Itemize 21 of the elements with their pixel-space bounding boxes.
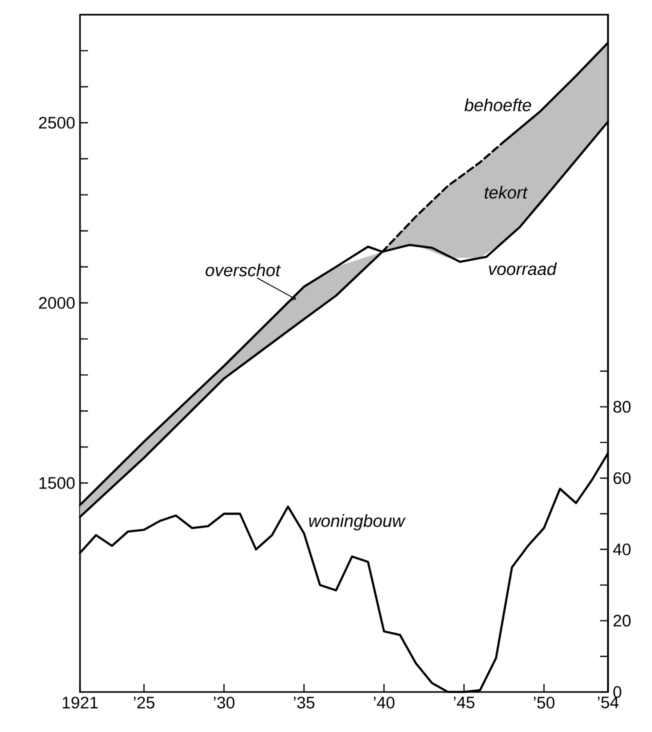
y2-tick-label: 80 [613, 400, 631, 413]
y2-tick-label: 60 [614, 472, 631, 484]
series-label: behoefte [464, 98, 532, 112]
x-tick-label: ’50 [534, 696, 554, 709]
y-tick-label: 2500 [39, 116, 75, 129]
y2-tick-label: 40 [613, 544, 631, 556]
y2-tick-label: 20 [614, 614, 631, 627]
y-tick-label: 1500 [39, 477, 75, 489]
series-label: woningbouw [309, 514, 406, 530]
y-tick-label: 2000 [39, 297, 75, 309]
x-tick-label: ’35 [294, 696, 314, 709]
x-tick-label: ’25 [134, 696, 154, 709]
series-label: voorraad [488, 262, 557, 276]
x-tick-label: 1921 [62, 696, 98, 709]
annotation: overschot [206, 264, 281, 276]
x-tick-label: ’40 [374, 696, 394, 709]
x-tick-label: ’54 [598, 696, 619, 708]
annotation: tekort [484, 186, 528, 199]
y2-tick-label: 0 [613, 686, 622, 698]
x-tick-label: ’30 [214, 696, 234, 709]
x-tick-label: ’45 [454, 696, 474, 708]
